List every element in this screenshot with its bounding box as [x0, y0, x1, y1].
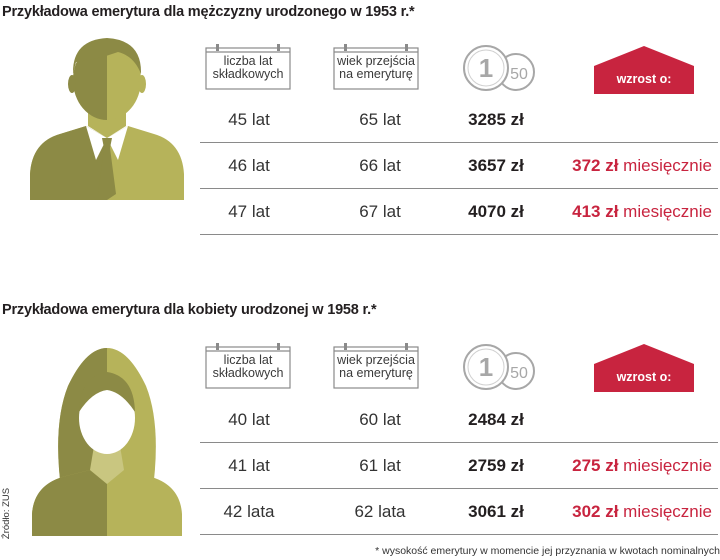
age-header: wiek przejścia na emeryturę	[333, 44, 419, 90]
years-value: 47 lat	[228, 202, 270, 221]
coin-1-label: 1	[479, 53, 493, 83]
row-divider	[200, 188, 718, 189]
table-row: 41 lat 61 lat 2759 zł 275 zł miesięcznie	[200, 443, 718, 489]
coin-1-label: 1	[479, 352, 493, 382]
age-header-line-1: wiek przejścia	[337, 54, 415, 68]
years-value: 45 lat	[228, 110, 270, 129]
increase-value: 372 zł miesięcznie	[572, 143, 712, 189]
increase-header: wzrost o:	[594, 46, 694, 94]
years-value: 42 lata	[223, 502, 275, 521]
increase-unit: miesięcznie	[618, 156, 712, 175]
increase-value: 275 zł miesięcznie	[572, 443, 712, 489]
calendar-icon	[205, 44, 291, 90]
table-row: 47 lat 67 lat 4070 zł 413 zł miesięcznie	[200, 189, 718, 235]
section-title-man: Przykładowa emerytura dla mężczyzny urod…	[2, 4, 415, 20]
increase-header-label: wzrost o:	[616, 72, 672, 86]
pension-amount: 3657 zł	[468, 156, 524, 175]
coins-icon: 1 50	[463, 344, 535, 390]
increase-arrow-icon	[594, 46, 694, 94]
row-divider	[200, 442, 718, 443]
age-value: 65 lat	[359, 110, 401, 129]
increase-amount: 372 zł	[572, 156, 619, 175]
years-header: liczba lat składkowych	[205, 343, 291, 389]
age-header-line-2: na emeryturę	[339, 67, 413, 81]
increase-header: wzrost o:	[594, 344, 694, 392]
row-divider	[200, 534, 718, 535]
increase-value: 302 zł miesięcznie	[572, 489, 712, 535]
pension-amount: 3285 zł	[468, 110, 524, 129]
man-avatar-icon	[30, 38, 184, 200]
pension-amount: 4070 zł	[468, 202, 524, 221]
age-header-line-2: na emeryturę	[339, 366, 413, 380]
pension-amount: 3061 zł	[468, 502, 524, 521]
calendar-icon	[205, 343, 291, 389]
coins-icon: 1 50	[463, 45, 535, 91]
age-value: 67 lat	[359, 202, 401, 221]
table-row: 46 lat 66 lat 3657 zł 372 zł miesięcznie	[200, 143, 718, 189]
calendar-icon	[333, 343, 419, 389]
coin-50-label: 50	[510, 66, 528, 83]
age-value: 60 lat	[359, 410, 401, 429]
calendar-icon	[333, 44, 419, 90]
years-header-line-2: składkowych	[212, 366, 284, 380]
increase-arrow-icon	[594, 344, 694, 392]
table-row: 40 lat 60 lat 2484 zł	[200, 397, 718, 443]
age-value: 61 lat	[359, 456, 401, 475]
years-header-line-2: składkowych	[212, 67, 284, 81]
table-row: 45 lat 65 lat 3285 zł	[200, 97, 718, 143]
table-row: 42 lata 62 lata 3061 zł 302 zł miesięczn…	[200, 489, 718, 535]
coin-50-label: 50	[510, 365, 528, 382]
woman-avatar-icon	[32, 348, 182, 536]
footnote: * wysokość emerytury w momencie jej przy…	[375, 545, 720, 557]
increase-amount: 302 zł	[572, 502, 619, 521]
row-divider	[200, 234, 718, 235]
age-header: wiek przejścia na emeryturę	[333, 343, 419, 389]
increase-unit: miesięcznie	[618, 502, 712, 521]
age-value: 66 lat	[359, 156, 401, 175]
years-value: 46 lat	[228, 156, 270, 175]
row-divider	[200, 142, 718, 143]
pension-amount: 2484 zł	[468, 410, 524, 429]
increase-unit: miesięcznie	[618, 202, 712, 221]
increase-unit: miesięcznie	[618, 456, 712, 475]
years-header-line-1: liczba lat	[223, 353, 273, 367]
source-label: Źródło: ZUS	[1, 487, 13, 540]
age-value: 62 lata	[354, 502, 406, 521]
section-title-woman: Przykładowa emerytura dla kobiety urodzo…	[2, 302, 377, 318]
pension-amount: 2759 zł	[468, 456, 524, 475]
increase-header-label: wzrost o:	[616, 370, 672, 384]
increase-value: 413 zł miesięcznie	[572, 189, 712, 235]
age-header-line-1: wiek przejścia	[337, 353, 415, 367]
increase-amount: 275 zł	[572, 456, 619, 475]
row-divider	[200, 488, 718, 489]
years-value: 41 lat	[228, 456, 270, 475]
years-header-line-1: liczba lat	[223, 54, 273, 68]
years-header: liczba lat składkowych	[205, 44, 291, 90]
years-value: 40 lat	[228, 410, 270, 429]
increase-amount: 413 zł	[572, 202, 619, 221]
